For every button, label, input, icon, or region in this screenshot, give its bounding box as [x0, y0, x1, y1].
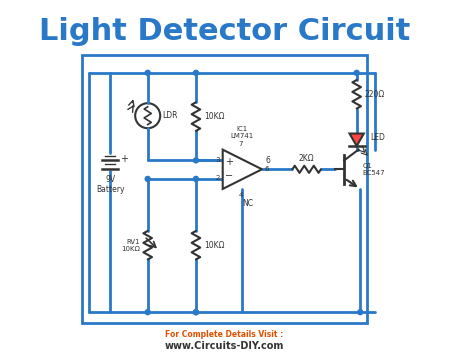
Text: 6: 6: [265, 156, 270, 165]
Text: www.Circuits-DIY.com: www.Circuits-DIY.com: [165, 341, 284, 351]
Text: 9V
Battery: 9V Battery: [96, 175, 124, 194]
Text: 4: 4: [238, 192, 243, 198]
Circle shape: [194, 70, 198, 75]
Circle shape: [358, 310, 363, 315]
Circle shape: [354, 70, 359, 75]
Circle shape: [145, 176, 150, 181]
Text: 2: 2: [216, 175, 220, 181]
Text: −: −: [224, 171, 233, 181]
Text: 3: 3: [216, 157, 220, 163]
Polygon shape: [349, 134, 364, 146]
Text: IC1
LM741: IC1 LM741: [231, 126, 254, 139]
Circle shape: [145, 310, 150, 315]
Text: 2KΩ: 2KΩ: [299, 154, 314, 163]
Text: Light Detector Circuit: Light Detector Circuit: [39, 18, 410, 46]
Text: 7: 7: [238, 140, 243, 147]
Circle shape: [194, 310, 198, 315]
Text: 220Ω: 220Ω: [365, 90, 385, 99]
Text: 10KΩ: 10KΩ: [204, 241, 224, 250]
Text: Q1
BC547: Q1 BC547: [363, 163, 385, 176]
Text: LED: LED: [370, 133, 385, 142]
Text: For Complete Details Visit :: For Complete Details Visit :: [165, 330, 284, 339]
Text: RV1
10KΩ: RV1 10KΩ: [121, 239, 140, 252]
Polygon shape: [223, 150, 262, 189]
Text: LDR: LDR: [163, 111, 178, 120]
Circle shape: [194, 310, 198, 315]
Text: +: +: [120, 154, 128, 163]
Circle shape: [194, 176, 198, 181]
Text: NC: NC: [242, 199, 253, 208]
Text: +: +: [225, 157, 233, 167]
Text: 6: 6: [264, 166, 269, 172]
Text: 10KΩ: 10KΩ: [204, 112, 224, 121]
Circle shape: [194, 158, 198, 163]
Circle shape: [145, 70, 150, 75]
